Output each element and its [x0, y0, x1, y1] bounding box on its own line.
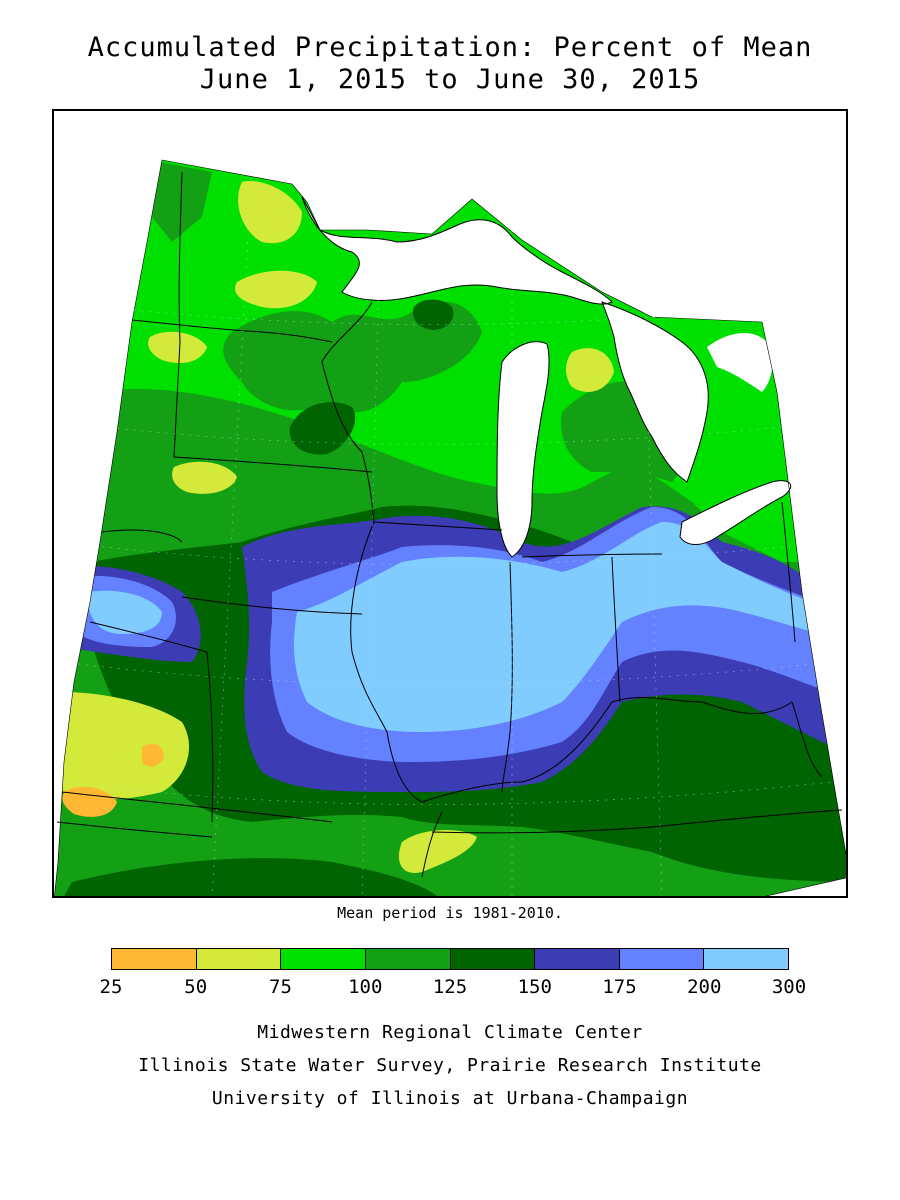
legend-tick-label: 50 — [184, 976, 208, 998]
mean-period-note: Mean period is 1981-2010. — [337, 904, 563, 922]
state-borders — [56, 171, 843, 878]
border-ne-ks — [89, 621, 208, 653]
contour-50-75-south — [398, 830, 477, 873]
border-nd-sd — [131, 319, 333, 343]
lake-ontario-edge — [707, 332, 773, 392]
legend-swatch-50-75 — [196, 949, 282, 969]
border-ia-wi-il — [373, 521, 503, 531]
credit-line-2: Illinois State Water Survey, Prairie Res… — [138, 1055, 762, 1076]
lake-erie — [680, 480, 791, 545]
contour-50-75-north-3 — [148, 331, 207, 364]
color-legend — [111, 948, 789, 970]
legend-swatch-100-125 — [365, 949, 451, 969]
domain-outline — [54, 159, 846, 896]
contour-25-50-southwest-2 — [142, 743, 164, 767]
lake-outlines — [301, 196, 792, 558]
legend-tick-label: 175 — [602, 976, 637, 998]
border-mn-ia — [173, 456, 373, 473]
contour-50-75-southwest — [62, 692, 190, 800]
border-mn-nd — [173, 171, 183, 458]
contour-50-75-michigan — [566, 348, 614, 392]
legend-tick-label: 100 — [348, 976, 383, 998]
border-oh-pa — [781, 501, 796, 643]
contour-50-75-east-point — [252, 216, 268, 232]
border-ok-ks — [56, 821, 213, 838]
legend-swatch-75-100 — [281, 949, 366, 969]
map-title-line-1: Accumulated Precipitation: Percent of Me… — [87, 32, 813, 63]
contour-125-150-north-cell — [412, 299, 454, 330]
border-in-oh — [611, 556, 621, 703]
border-ia-mo — [181, 596, 363, 615]
legend-swatch-125-150 — [450, 949, 536, 969]
border-sd-ne — [101, 529, 183, 543]
border-ohio-river — [421, 697, 793, 803]
lake-huron — [602, 302, 709, 482]
legend-tick-label: 200 — [687, 976, 722, 998]
contour-25-50-southwest — [62, 786, 117, 817]
legend-tick-label: 75 — [269, 976, 292, 998]
legend-swatch-175-200 — [619, 949, 705, 969]
lake-michigan — [497, 341, 550, 557]
legend-swatch-25-50 — [112, 949, 197, 969]
legend-swatch-200-300 — [704, 949, 788, 969]
precip-contours — [54, 160, 846, 896]
legend-tick-label: 125 — [432, 976, 468, 998]
contour-125-150-south-band — [62, 858, 442, 896]
border-mi-in-oh — [521, 553, 663, 558]
border-il-west — [350, 521, 423, 803]
border-ks-mo — [206, 651, 214, 823]
border-ky-tn — [431, 809, 843, 834]
contour-50-75-north-2 — [234, 270, 317, 309]
credit-line-3: University of Illinois at Urbana-Champai… — [211, 1088, 689, 1109]
contour-200-300-main — [294, 522, 846, 732]
border-il-in — [501, 561, 513, 793]
credit-line-1: Midwestern Regional Climate Center — [257, 1022, 643, 1043]
border-mississippi-south — [421, 811, 443, 878]
graticule — [61, 161, 833, 896]
contour-100-125-minnesota — [223, 301, 483, 413]
legend-swatch-150-175 — [535, 949, 620, 969]
contour-100-125-northwest — [152, 162, 212, 242]
contour-50-75-dakota — [172, 461, 237, 494]
legend-tick-label: 25 — [99, 976, 123, 998]
border-mo-ar — [61, 791, 333, 823]
border-mn-wi — [321, 301, 375, 523]
contour-200-300-west — [87, 590, 162, 634]
border-ky-wv — [791, 701, 823, 778]
lake-superior — [302, 197, 612, 305]
legend-tick-label: 300 — [771, 976, 807, 998]
precipitation-map — [52, 109, 848, 898]
legend-tick-label: 150 — [517, 976, 552, 998]
map-title-line-2: June 1, 2015 to June 30, 2015 — [199, 64, 701, 95]
